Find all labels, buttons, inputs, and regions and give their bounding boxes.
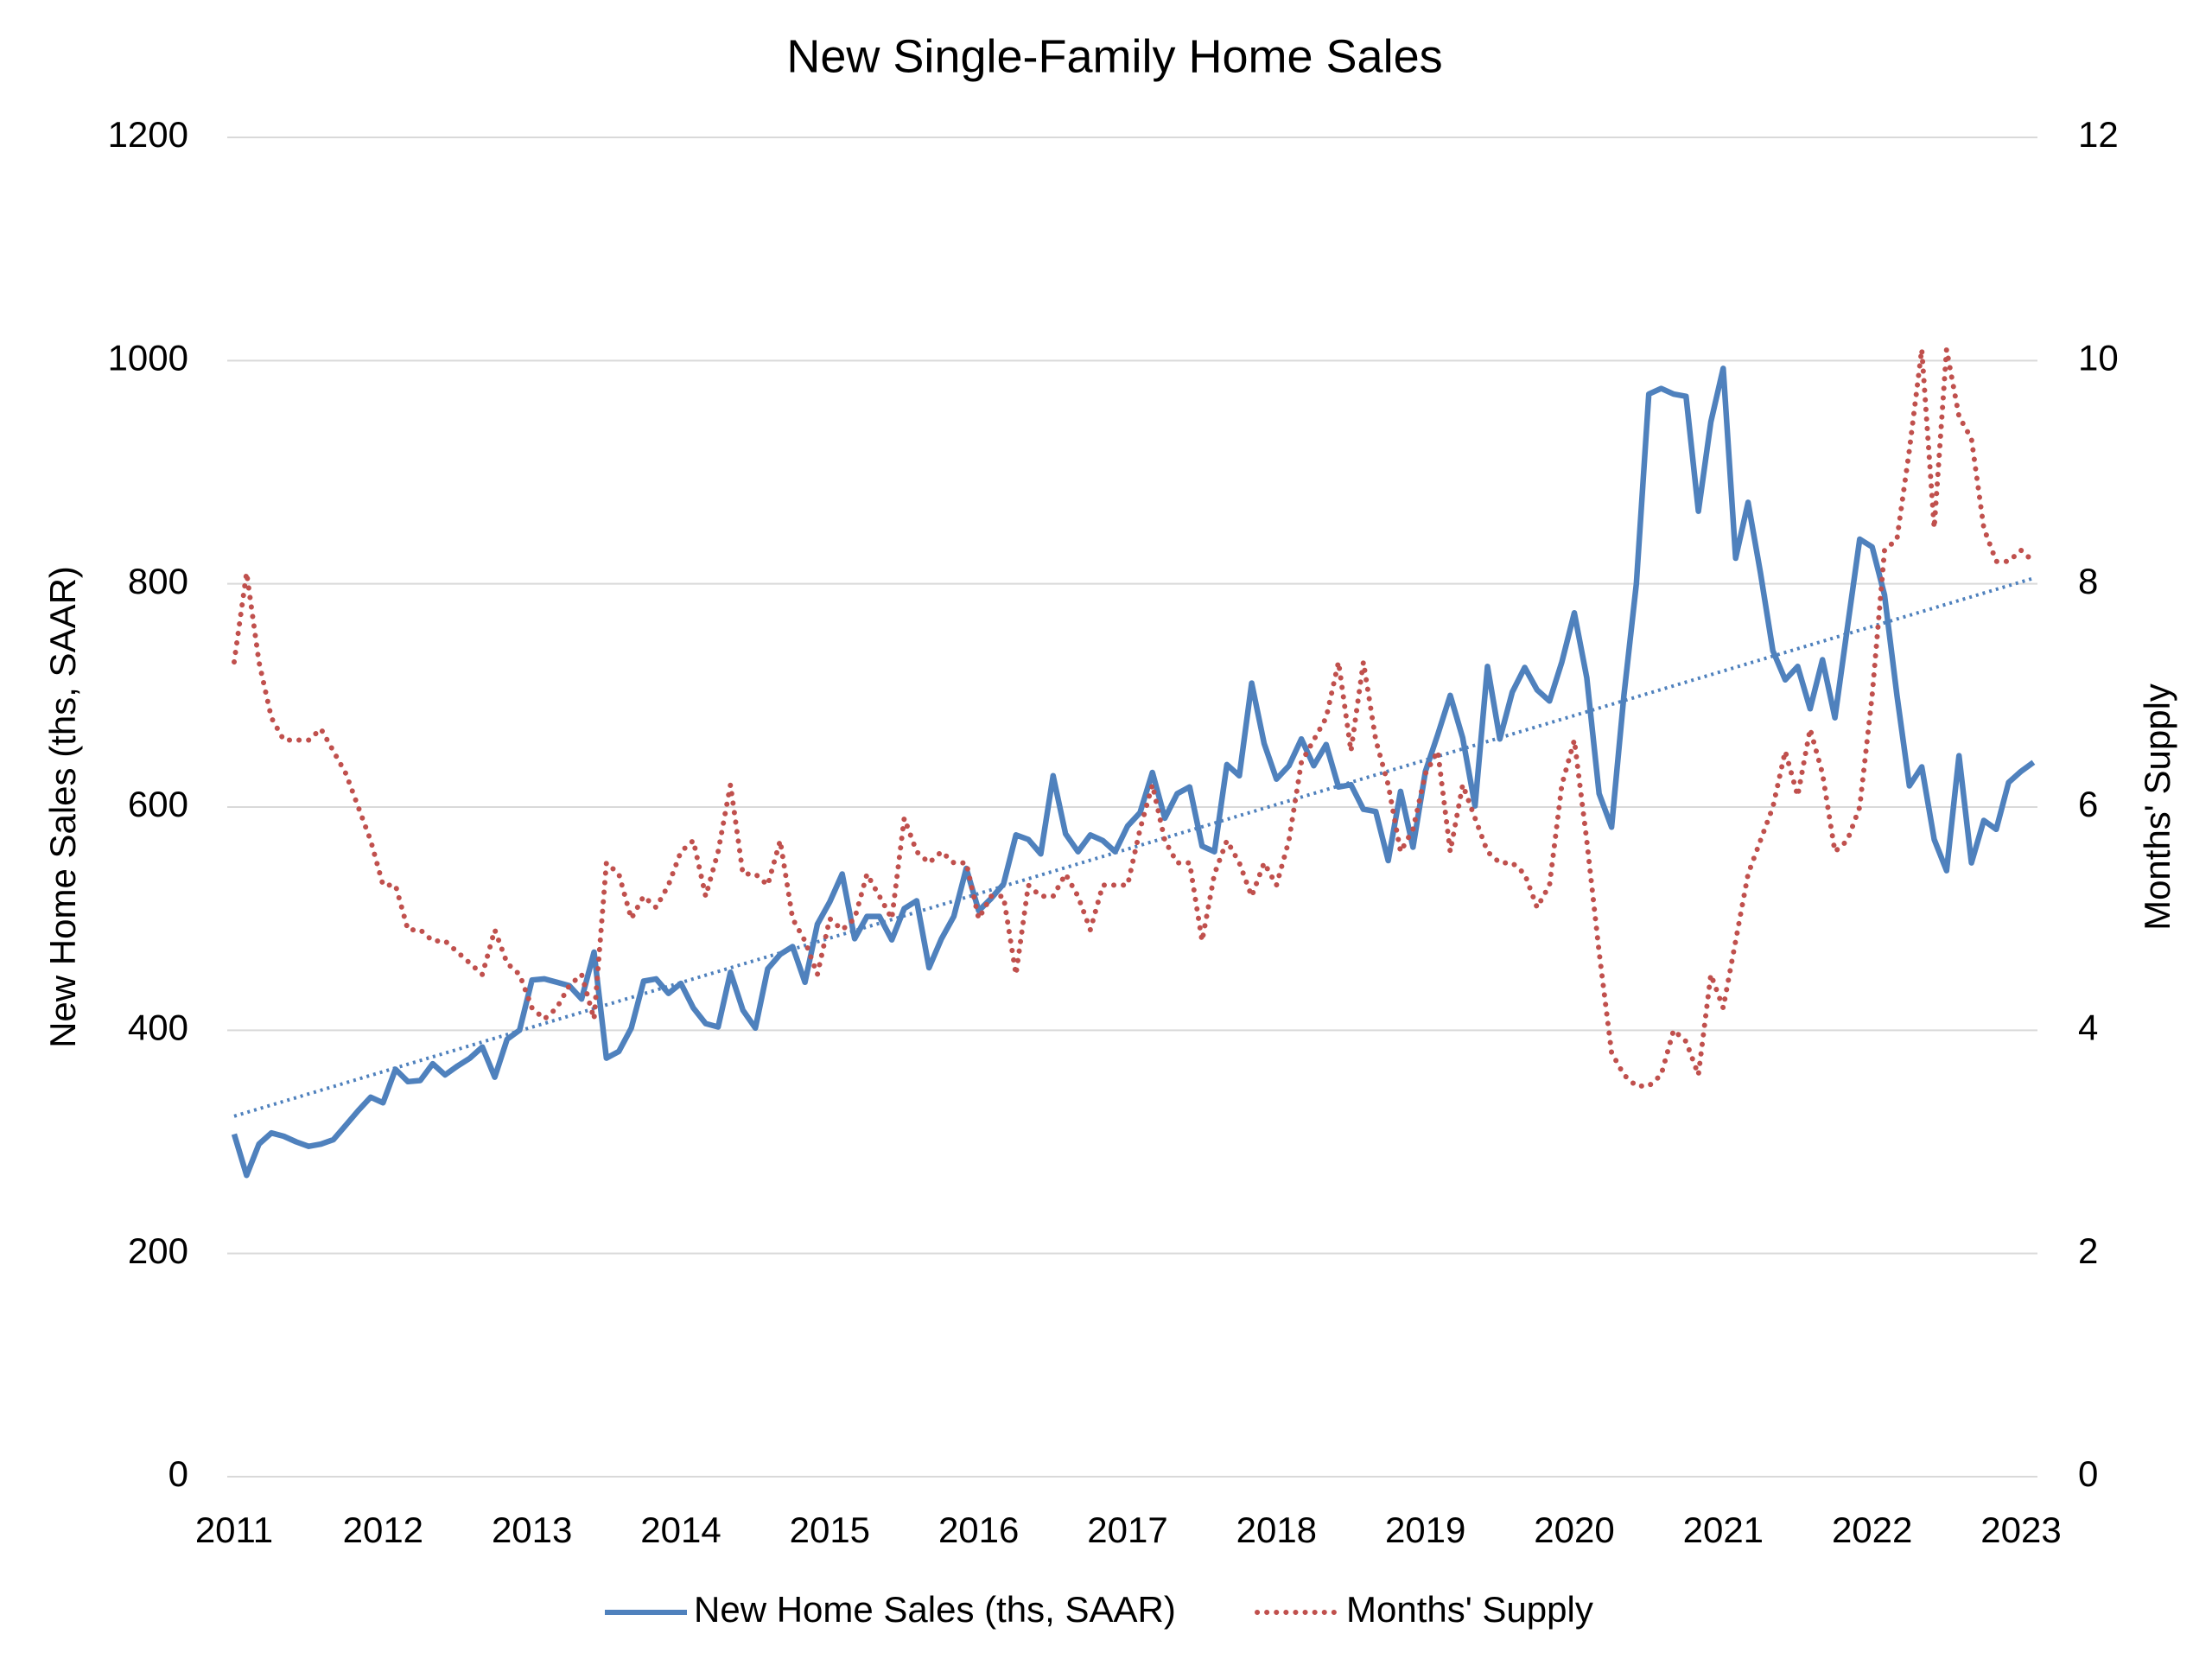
x-tick-label: 2014 [640, 1510, 721, 1550]
y2-axis-title: Months' Supply [2137, 683, 2177, 931]
chart-title: New Single-Family Home Sales [786, 30, 1442, 82]
x-tick-label: 2022 [1832, 1510, 1912, 1550]
x-tick-label: 2012 [343, 1510, 423, 1550]
trend-line [233, 576, 2034, 1118]
legend-label: New Home Sales (ths, SAAR) [694, 1589, 1176, 1630]
y-tick-label: 1200 [108, 114, 188, 155]
y-tick-label: 800 [128, 561, 188, 601]
x-tick-label: 2016 [938, 1510, 1019, 1550]
y-tick-label: 600 [128, 784, 188, 824]
series-line [232, 346, 2037, 1089]
x-tick-label: 2013 [492, 1510, 572, 1550]
y-tick-label: 1000 [108, 337, 188, 378]
y-axis-title: New Home Sales (ths, SAAR) [42, 566, 83, 1048]
x-tick-label: 2020 [1534, 1510, 1614, 1550]
y2-tick-label: 0 [2078, 1453, 2098, 1494]
y2-tick-label: 2 [2078, 1230, 2098, 1271]
y-tick-label: 0 [168, 1453, 188, 1494]
x-tick-label: 2017 [1087, 1510, 1167, 1550]
x-tick-label: 2019 [1385, 1510, 1465, 1550]
y-tick-label: 200 [128, 1230, 188, 1271]
x-tick-label: 2023 [1980, 1510, 2061, 1550]
y-tick-label: 400 [128, 1007, 188, 1047]
series-line [231, 365, 2036, 1179]
y2-tick-label: 10 [2078, 337, 2119, 378]
legend-label: Months' Supply [1346, 1589, 1593, 1630]
y2-tick-label: 8 [2078, 561, 2098, 601]
x-tick-label: 2015 [790, 1510, 870, 1550]
x-tick-label: 2021 [1683, 1510, 1764, 1550]
x-tick-label: 2011 [195, 1510, 273, 1550]
y2-tick-label: 4 [2078, 1007, 2098, 1047]
y2-tick-label: 12 [2078, 114, 2119, 155]
x-tick-label: 2018 [1236, 1510, 1317, 1550]
y2-tick-label: 6 [2078, 784, 2098, 824]
